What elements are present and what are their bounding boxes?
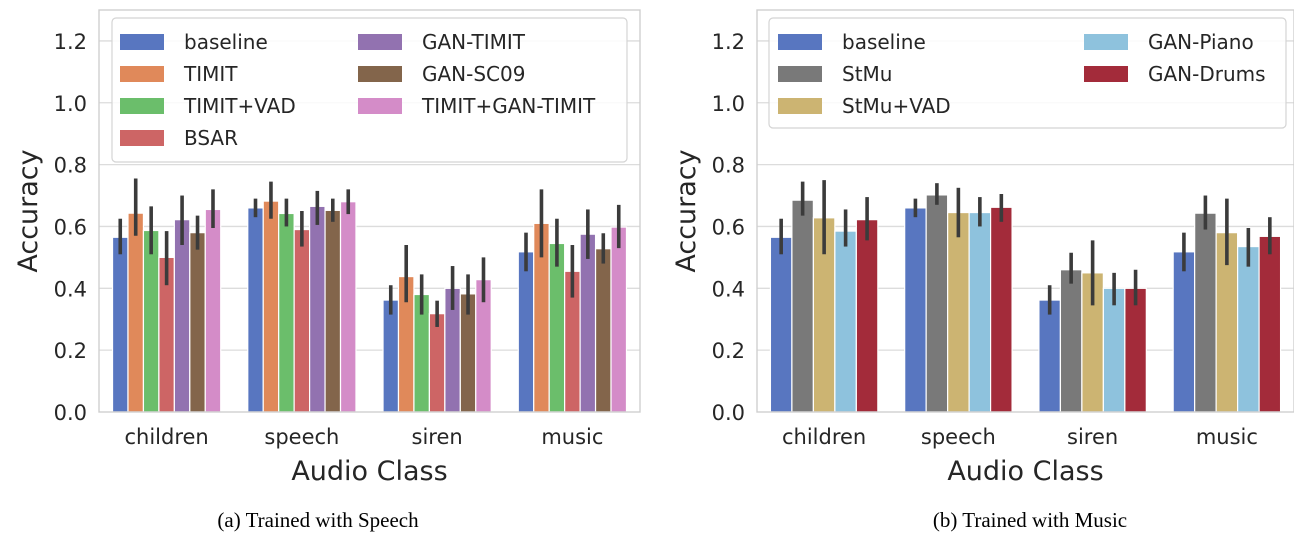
bar	[247, 207, 264, 413]
bar	[324, 209, 342, 413]
x-tick-label: speech	[921, 425, 996, 449]
legend-swatch	[1084, 66, 1128, 82]
legend-swatch	[120, 98, 164, 114]
legend-swatch	[358, 34, 402, 50]
bar	[548, 242, 566, 413]
bar	[1172, 251, 1196, 413]
legend-label: TIMIT	[183, 62, 238, 86]
x-tick-label: siren	[412, 425, 463, 449]
y-tick-label: 1.2	[712, 30, 745, 54]
legend-label: baseline	[184, 30, 268, 54]
bar	[111, 236, 129, 413]
y-tick-label: 0.0	[54, 401, 87, 425]
y-axis-label: Accuracy	[671, 149, 702, 272]
legend-swatch	[358, 66, 402, 82]
y-tick-label: 1.2	[54, 30, 87, 54]
bar	[293, 228, 311, 413]
bar	[834, 230, 857, 413]
legend-swatch	[778, 66, 822, 82]
legend: baseline TIMIT TIMIT+VAD BSAR GAN-TIMIT GAN-S…	[111, 17, 628, 163]
bar	[791, 199, 814, 413]
y-tick-label: 0.0	[712, 401, 745, 425]
bar	[309, 205, 326, 413]
plot-frame	[98, 9, 641, 413]
legend-box	[111, 17, 628, 163]
legend-label: GAN-Drums	[1148, 62, 1266, 86]
chart-panel-b: 0.0 0.2 0.4 0.6 0.8 1.0 1.2 children speech siren…	[671, 9, 1294, 532]
bar	[173, 219, 191, 413]
x-axis-label: Audio Class	[291, 456, 447, 487]
y-tick-label: 0.4	[54, 277, 87, 301]
bar	[517, 251, 535, 413]
bar	[1237, 245, 1260, 413]
bar	[1194, 212, 1217, 413]
bar	[262, 200, 280, 413]
y-tick-label: 0.2	[54, 339, 87, 363]
y-tick-label: 0.2	[712, 339, 745, 363]
y-axis-label: Accuracy	[13, 149, 44, 272]
chart-panel-a: 0.0 0.2 0.4 0.6 0.8 1.0 1.2 children speech siren…	[13, 9, 641, 532]
bar	[925, 194, 949, 413]
x-tick-label: children	[782, 425, 866, 449]
x-tick-label: siren	[1067, 425, 1118, 449]
legend-label: StMu	[842, 62, 892, 86]
y-tick-label: 0.8	[712, 154, 745, 178]
x-tick-label: children	[124, 425, 208, 449]
bar	[769, 236, 793, 413]
bar	[1059, 269, 1083, 413]
bar	[594, 248, 612, 413]
legend-swatch	[778, 98, 822, 114]
x-tick-label: music	[1196, 425, 1258, 449]
legend-label: StMu+VAD	[842, 94, 951, 118]
legend: baseline StMu StMu+VAD GAN-Piano GAN-Drums	[768, 17, 1287, 129]
legend-label: TIMIT+GAN-TIMIT	[421, 94, 596, 118]
figure-caption: (b) Trained with Music	[933, 508, 1127, 532]
y-tick-label: 1.0	[54, 92, 87, 116]
bar	[855, 219, 879, 413]
bar	[1258, 235, 1282, 413]
bar	[904, 207, 927, 413]
bar	[1102, 287, 1126, 413]
bar	[610, 226, 628, 413]
plot-frame	[756, 9, 1294, 413]
y-tick-label: 0.8	[54, 154, 87, 178]
y-tick-label: 1.0	[712, 92, 745, 116]
bar	[428, 313, 446, 413]
y-tick-label: 0.4	[712, 277, 745, 301]
bar	[127, 212, 145, 413]
legend-swatch	[778, 34, 822, 50]
legend-box	[768, 17, 1287, 129]
bar	[278, 212, 295, 413]
legend-swatch	[120, 130, 164, 146]
bar	[1038, 299, 1062, 413]
legend-swatch	[120, 66, 164, 82]
legend-swatch	[358, 98, 402, 114]
figure-caption: (a) Trained with Speech	[217, 508, 419, 532]
bar	[1124, 287, 1147, 413]
legend-label: TIMIT+VAD	[183, 94, 296, 118]
y-tick-label: 0.6	[712, 215, 745, 239]
legend-swatch	[120, 34, 164, 50]
bar	[989, 206, 1013, 413]
bar	[947, 211, 970, 413]
legend-swatch	[1084, 34, 1128, 50]
legend-label: BSAR	[184, 126, 238, 150]
bar	[204, 208, 222, 413]
x-tick-label: speech	[264, 425, 339, 449]
legend-label: GAN-TIMIT	[422, 30, 526, 54]
x-tick-label: music	[541, 425, 603, 449]
legend-label: GAN-SC09	[422, 62, 525, 86]
bar	[579, 233, 597, 413]
legend-label: GAN-Piano	[1148, 30, 1254, 54]
bar	[142, 229, 160, 413]
bar	[339, 201, 357, 413]
bar	[189, 232, 206, 413]
legend-label: baseline	[842, 30, 926, 54]
bar	[968, 211, 992, 413]
x-axis-label: Audio Class	[947, 456, 1103, 487]
bar	[382, 299, 400, 413]
y-tick-label: 0.6	[54, 215, 87, 239]
